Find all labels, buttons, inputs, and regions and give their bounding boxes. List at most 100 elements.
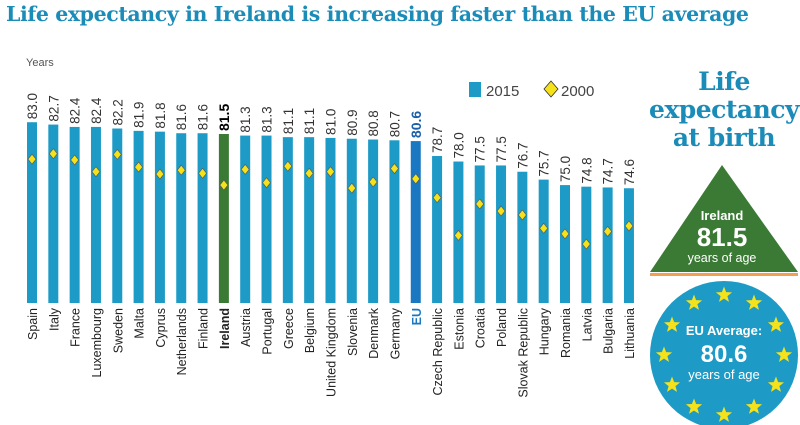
diamond-2000-bulgaria: [603, 225, 613, 237]
category-label: EU: [410, 308, 424, 325]
diamond-2000-sweden: [112, 148, 122, 160]
diamond-2000-czech-republic: [432, 192, 442, 204]
star-icon: [745, 398, 763, 414]
category-label: Estonia: [452, 308, 466, 350]
diamond-2000-poland: [496, 205, 506, 217]
diamond-2000-united-kingdom: [326, 166, 335, 178]
bar-romania: [560, 185, 570, 303]
star-icon: [745, 294, 763, 310]
bar-czech-republic: [432, 156, 443, 303]
ireland-unit: years of age: [688, 251, 757, 265]
bar-netherlands: [176, 133, 187, 303]
category-label: Finland: [197, 308, 211, 349]
bar-value-label: 81.8: [153, 102, 168, 128]
bar-value-label: 74.7: [601, 158, 616, 184]
bar-bulgaria: [602, 187, 613, 303]
bar-value-label: 74.6: [622, 159, 637, 185]
category-label: Croatia: [474, 308, 488, 348]
diamond-2000-france: [70, 154, 80, 166]
category-label: Denmark: [367, 307, 381, 358]
category-label: Malta: [133, 308, 147, 339]
diamond-2000-finland: [198, 167, 207, 179]
diamond-2000-croatia: [475, 198, 485, 210]
star-icon: [775, 346, 793, 362]
category-label: France: [69, 308, 83, 347]
diamond-2000-eu: [411, 173, 421, 185]
ireland-triangle: [650, 165, 798, 272]
bar-value-label: 74.8: [579, 157, 594, 183]
bar-value-label: 77.5: [494, 136, 509, 162]
star-icon: [715, 286, 733, 302]
bar-slovenia: [346, 138, 357, 303]
bar-greece: [282, 137, 293, 303]
bar-value-label: 81.1: [302, 108, 317, 134]
legend-2000-label: 2000: [561, 83, 594, 100]
diamond-2000-greece: [283, 160, 293, 172]
bar-spain: [27, 122, 37, 303]
bar-value-label: 82.7: [46, 95, 61, 121]
diamond-2000-latvia: [581, 238, 591, 250]
bar-lithuania: [623, 188, 634, 303]
bar-value-label: 80.6: [408, 111, 424, 138]
bar-value-label: 80.8: [366, 110, 381, 136]
bar-slovak-republic: [517, 171, 528, 303]
category-label: Greece: [282, 308, 296, 349]
y-axis-label: Years: [26, 57, 54, 69]
diamond-2000-austria: [240, 163, 250, 175]
category-label: Netherlands: [175, 308, 189, 375]
category-label: Romania: [559, 308, 573, 358]
bar-value-label: 81.3: [260, 106, 275, 132]
category-label: Bulgaria: [602, 308, 616, 354]
star-icon: [664, 316, 681, 332]
category-label: Hungary: [538, 307, 552, 355]
bar-belgium: [304, 137, 315, 303]
eu-circle: [650, 281, 798, 425]
bar-united-kingdom: [325, 137, 336, 303]
bar-portugal: [261, 135, 272, 303]
bar-value-label: 77.5: [473, 136, 488, 162]
bar-value-label: 82.2: [110, 99, 125, 125]
diamond-2000-germany: [390, 163, 399, 175]
category-label: Germany: [388, 307, 402, 359]
diamond-2000-slovak-republic: [517, 209, 527, 221]
diamond-2000-portugal: [262, 177, 271, 189]
bar-italy: [48, 124, 59, 303]
diamond-2000-romania: [560, 228, 570, 240]
category-label: Portugal: [261, 308, 275, 355]
ireland-value: 81.5: [697, 222, 748, 252]
star-icon: [685, 398, 703, 414]
category-label: Latvia: [580, 308, 594, 341]
category-label: Italy: [47, 307, 61, 331]
bar-value-label: 81.6: [196, 104, 211, 130]
bar-sweden: [112, 128, 123, 303]
diamond-2000-hungary: [539, 222, 549, 234]
bar-ireland: [218, 134, 229, 303]
star-icon: [664, 376, 681, 392]
bar-eu: [410, 141, 421, 303]
category-label: Luxembourg: [90, 308, 104, 378]
bar-hungary: [538, 179, 549, 303]
bar-value-label: 80.7: [387, 111, 402, 137]
eu-value: 80.6: [701, 341, 748, 368]
chart-title: Life expectancy in Ireland is increasing…: [6, 2, 749, 26]
bar-value-label: 82.4: [89, 97, 104, 124]
diamond-2000-lithuania: [624, 220, 634, 232]
bar-value-label: 81.1: [281, 108, 296, 134]
star-icon: [685, 294, 703, 310]
bar-france: [69, 126, 80, 303]
star-icon: [655, 346, 673, 362]
bar-value-label: 75.7: [537, 150, 552, 176]
bar-finland: [197, 133, 208, 303]
category-label: Poland: [495, 308, 509, 347]
diamond-2000-belgium: [304, 167, 314, 179]
star-icon: [767, 376, 784, 392]
bar-germany: [389, 140, 400, 303]
category-label: Belgium: [303, 308, 317, 353]
bar-luxembourg: [90, 126, 101, 303]
diamond-2000-italy: [48, 148, 58, 160]
diamond-2000-slovenia: [347, 182, 357, 194]
diamond-2000-estonia: [454, 229, 463, 241]
